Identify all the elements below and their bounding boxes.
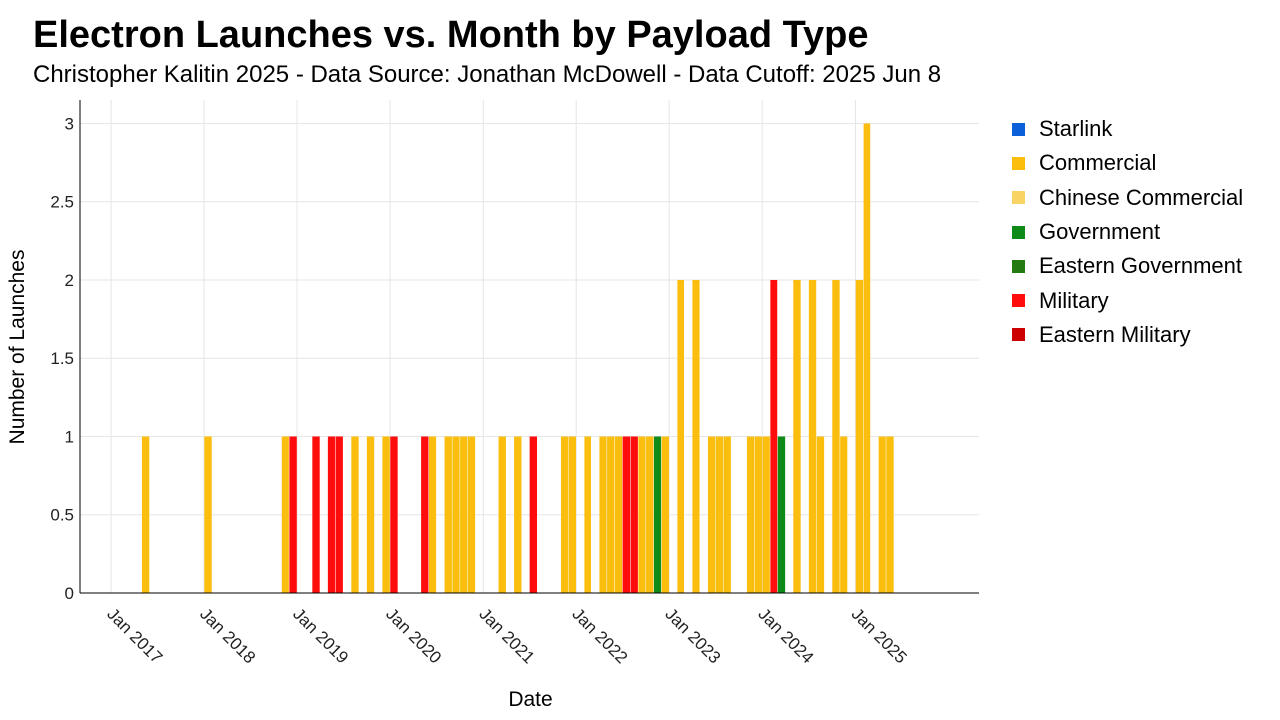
bar-commercial [498,436,506,593]
chart-title: Electron Launches vs. Month by Payload T… [33,14,869,56]
legend-item: Military [1012,283,1243,317]
bar-commercial [762,436,770,593]
legend-label: Chinese Commercial [1039,184,1244,210]
x-tick-label: Jan 2021 [475,604,538,667]
x-tick-label: Jan 2023 [661,604,724,667]
bar-commercial [560,436,569,593]
y-tick-label: 2.5 [50,193,74,212]
bar-military [622,436,630,593]
x-tick-label: Jan 2019 [289,604,352,667]
bar-commercial [204,436,212,593]
legend-item: Commercial [1012,146,1243,180]
y-tick-label: 1.5 [50,349,74,368]
bar-military [770,279,778,593]
bar-commercial [584,436,592,593]
bar-commercial [568,436,576,593]
legend-swatch [1012,156,1025,170]
legend-label: Military [1039,287,1109,313]
x-axis-title: Date [508,688,552,711]
x-tick-label: Jan 2024 [754,604,817,667]
bar-commercial [816,436,825,593]
bar-commercial [692,279,700,593]
bar-commercial [460,436,468,593]
legend-swatch [1012,328,1025,342]
legend-swatch [1012,294,1025,308]
legend-item: Starlink [1012,112,1243,146]
legend-label: Commercial [1039,150,1157,176]
bar-military [529,436,538,593]
bar-commercial [746,436,755,593]
bar-military [630,436,638,593]
bar-government [777,436,786,593]
bar-commercial [863,123,871,593]
legend-label: Eastern Military [1039,321,1191,347]
bar-military [327,436,336,593]
bar-commercial [840,436,848,593]
bar-commercial [599,436,607,593]
x-tick-label: Jan 2025 [848,604,911,667]
bar-commercial [878,436,886,593]
legend-item: Eastern Government [1012,249,1243,283]
legend-label: Starlink [1039,116,1113,142]
y-axis-title: Number of Launches [6,250,29,445]
x-tick-label: Jan 2020 [382,604,445,667]
bar-commercial [855,279,864,593]
bar-military [421,436,429,593]
legend-label: Government [1039,219,1161,245]
bar-military [390,436,398,593]
bar-commercial [707,436,716,593]
bar-commercial [715,436,723,593]
legend-item: Eastern Military [1012,318,1243,352]
bar-commercial [614,436,623,593]
bar-commercial [661,436,669,593]
bar-commercial [366,436,375,593]
legend-label: Eastern Government [1039,253,1242,279]
bar-commercial [467,436,476,593]
legend-item: Chinese Commercial [1012,181,1243,215]
bar-commercial [429,436,437,593]
bar-commercial [281,436,289,593]
bar-commercial [351,436,359,593]
bar-commercial [382,436,390,593]
y-tick-label: 2 [65,271,74,290]
bar-military [289,436,297,593]
x-tick-label: Jan 2018 [196,604,259,667]
legend-item: Government [1012,215,1243,249]
bar-commercial [886,436,894,593]
bar-commercial [444,436,452,593]
bar-military [312,436,320,593]
bar-commercial [754,436,762,593]
y-tick-label: 0.5 [50,506,74,525]
x-tick-label: Jan 2017 [103,604,166,667]
bar-commercial [808,279,817,593]
bar-commercial [141,436,150,593]
chart-subtitle: Christopher Kalitin 2025 - Data Source: … [33,61,942,88]
legend-swatch [1012,191,1025,205]
chart-plot: 0 0.5 1 1.5 2 2.5 3 Jan 2017 Jan 2018 Jan 2019 Jan… [6,100,979,711]
y-tick-label: 3 [65,114,74,133]
y-tick-label: 1 [65,427,74,446]
bar-commercial [832,279,840,593]
chart-legend: Starlink Commercial Chinese Commercial Gove… [1012,112,1243,352]
bar-commercial [793,279,801,593]
bar-commercial [723,436,731,593]
bar-commercial [677,279,685,593]
bar-commercial [452,436,460,593]
bar-commercial [638,436,646,593]
legend-swatch [1012,225,1025,239]
legend-swatch [1012,259,1025,273]
bar-commercial [646,436,654,593]
legend-swatch [1012,122,1025,136]
bar-government [653,436,662,593]
bar-commercial [607,436,615,593]
y-tick-label: 0 [65,584,74,603]
x-tick-label: Jan 2022 [568,604,631,667]
bar-military [335,436,343,593]
bar-commercial [514,436,522,593]
